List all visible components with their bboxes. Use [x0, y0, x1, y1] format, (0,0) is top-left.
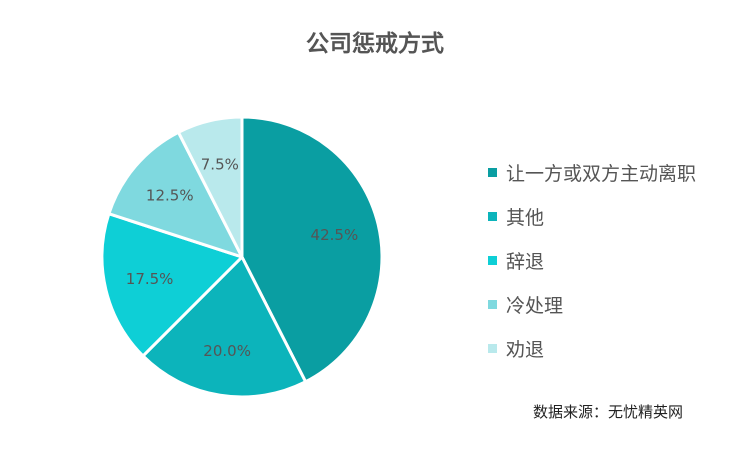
- legend: 让一方或双方主动离职 其他辞退冷处理劝退: [488, 150, 696, 370]
- legend-swatch-1: [488, 211, 497, 221]
- legend-swatch-2: [488, 255, 497, 265]
- legend-item-2: 辞退: [488, 238, 696, 282]
- slice-value-label-1: 20.0%: [203, 342, 251, 360]
- legend-label-0: 让一方或双方主动离职: [506, 162, 697, 185]
- legend-item-3: 冷处理: [488, 282, 696, 326]
- pie-slice-0: [240, 115, 384, 384]
- slice-value-label-0: 42.5%: [311, 226, 359, 244]
- data-source: 数据来源：无忧精英网: [533, 403, 684, 421]
- legend-swatch-0: [488, 167, 497, 177]
- slice-value-label-2: 17.5%: [126, 270, 174, 288]
- pie-slice-1: [141, 255, 308, 399]
- legend-swatch-4: [488, 343, 497, 353]
- legend-label-1: 其他: [506, 206, 545, 229]
- legend-label-2: 辞退: [506, 250, 545, 273]
- legend-swatch-3: [488, 299, 497, 309]
- chart-title: 公司惩戒方式: [306, 31, 444, 57]
- pie-slice-4: [176, 115, 244, 259]
- legend-item-4: 劝退: [488, 326, 696, 370]
- legend-item-1: 其他: [488, 194, 696, 238]
- slice-value-label-3: 12.5%: [146, 186, 194, 204]
- slice-value-label-4: 7.5%: [201, 156, 239, 174]
- pie-slice-3: [107, 130, 244, 259]
- legend-label-4: 劝退: [506, 338, 545, 361]
- legend-label-3: 冷处理: [506, 294, 564, 317]
- legend-item-0: 让一方或双方主动离职: [488, 150, 696, 194]
- pie-slice-2: [100, 212, 244, 358]
